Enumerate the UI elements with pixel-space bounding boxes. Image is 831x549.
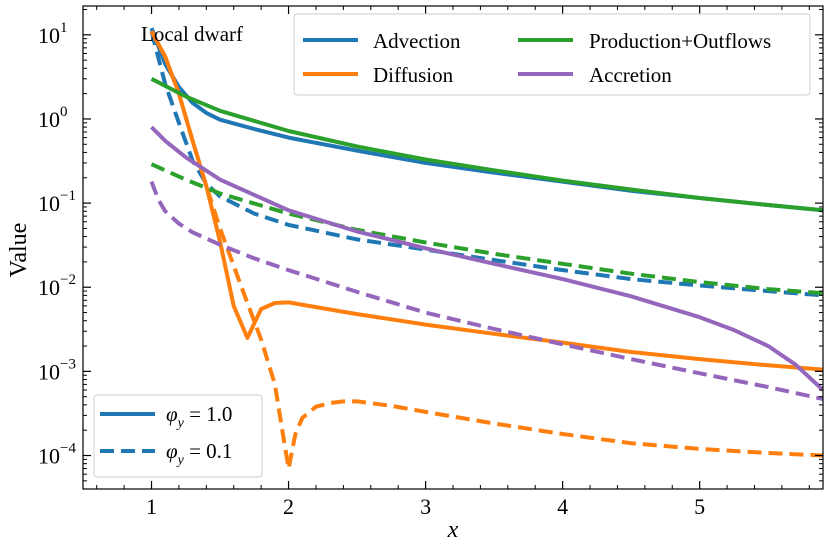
y-tick-label: 10−2	[38, 272, 76, 300]
legend-phi-1-symbol: φ	[166, 402, 178, 426]
x-tick-label: 5	[694, 494, 705, 519]
legend-phi-1-sub: y	[176, 416, 185, 431]
y-tick-label: 10−1	[38, 188, 76, 216]
y-axis-label: Value	[6, 223, 32, 278]
y-tick-exponent: −1	[60, 188, 76, 204]
legend-label-production-outflows: Production+Outflows	[589, 29, 771, 53]
x-axis-label: x	[447, 517, 459, 543]
y-tick-label: 10−3	[38, 356, 76, 384]
y-tick-label: 101	[38, 20, 68, 48]
series-layer	[149, 27, 823, 471]
y-tick-exponent: −4	[60, 441, 76, 457]
legend-phi-1-value: = 1.0	[184, 402, 233, 426]
y-tick-exponent: −2	[60, 272, 76, 288]
legend-phi-2-symbol: φ	[166, 439, 178, 463]
legend-label-advection: Advection	[373, 29, 461, 53]
series-diffusion-phi-0-1	[149, 30, 823, 471]
plot-frame	[82, 5, 824, 490]
y-tick-exponent: 0	[60, 104, 68, 120]
x-tick-label: 4	[557, 494, 568, 519]
legend-label-diffusion: Diffusion	[373, 63, 454, 87]
series-accretion-phi-0-1	[149, 180, 823, 401]
y-tick-base: 10	[38, 444, 60, 469]
y-tick-base: 10	[38, 359, 60, 384]
series-production-outflows-phi-1-0	[150, 77, 823, 213]
y-tick-base: 10	[38, 191, 60, 216]
annotation-local-dwarf: Local dwarf	[141, 22, 243, 46]
x-tick-label: 2	[283, 494, 294, 519]
series-advection-phi-0-1	[149, 30, 823, 298]
legend-label-phi-1: φy = 1.0	[166, 402, 232, 431]
y-tick-exponent: −3	[60, 356, 76, 372]
y-tick-exponent: 1	[60, 20, 68, 36]
legend-processes: Advection Diffusion Production+Outflows …	[293, 13, 811, 96]
x-tick-label: 1	[146, 494, 157, 519]
series-accretion-phi-1-0	[150, 125, 823, 392]
legend-label-phi-0-1: φy = 0.1	[166, 439, 232, 468]
legend-processes-frame	[293, 13, 811, 96]
y-tick-label: 10−4	[38, 441, 76, 469]
y-tick-label: 100	[38, 104, 68, 132]
legend-phi: φy = 1.0 φy = 0.1	[93, 394, 263, 478]
y-tick-base: 10	[38, 275, 60, 300]
series-production-outflows-phi-0-1	[150, 162, 823, 296]
legend-phi-2-sub: y	[176, 453, 185, 468]
y-tick-base: 10	[38, 107, 60, 132]
y-tick-base: 10	[38, 23, 60, 48]
legend-phi-2-value: = 0.1	[184, 439, 233, 463]
series-diffusion-phi-1-0	[149, 30, 823, 372]
x-tick-label: 3	[420, 494, 431, 519]
legend-label-accretion: Accretion	[589, 63, 672, 87]
